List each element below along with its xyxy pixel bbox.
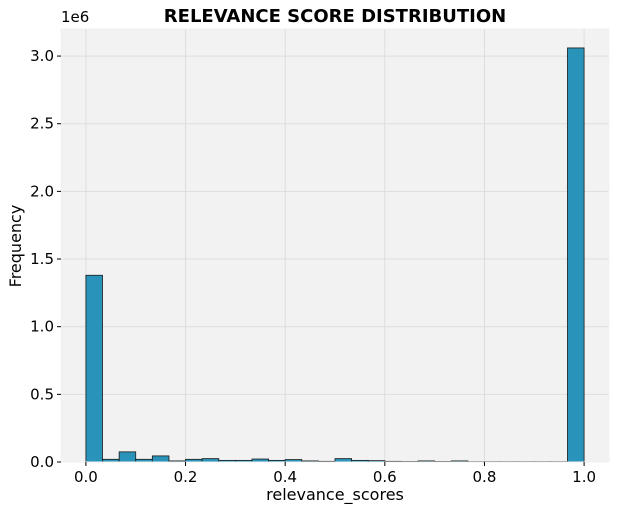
x-tick-label: 0.2 [174,468,198,486]
y-tick-label: 2.5 [30,115,54,133]
x-ticks: 0.0 0.2 0.4 0.6 0.8 1.0 [74,462,596,486]
x-tick-label: 0.4 [273,468,297,486]
y-tick-label: 1.5 [30,250,54,268]
y-tick-label: 1.0 [30,318,54,336]
axes [60,28,610,463]
y-tick-label: 0.5 [30,385,54,403]
x-tick-label: 0.0 [74,468,98,486]
x-tick-label: 0.6 [373,468,397,486]
histogram-bar [85,274,103,463]
x-axis-label: relevance_scores [266,485,404,505]
chart-title: RELEVANCE SCORE DISTRIBUTION [164,6,506,27]
plot-background [61,29,609,462]
histogram-bar [151,455,170,463]
y-tick-label: 0.0 [30,453,54,471]
x-tick-label: 1.0 [572,468,596,486]
histogram-bars [85,47,585,463]
histogram-bar [334,458,352,463]
y-tick-label: 3.0 [30,47,54,65]
histogram-bar [567,47,585,463]
y-axis-offset-label: 1e6 [61,8,89,26]
y-ticks: 0.0 0.5 1.0 1.5 2.0 2.5 3.0 [30,47,61,471]
y-tick-label: 2.0 [30,182,54,200]
x-tick-label: 0.8 [473,468,497,486]
plot-frame [60,28,610,463]
histogram-bar [118,451,137,463]
histogram-bar [201,458,220,463]
y-axis-label: Frequency [6,205,25,288]
